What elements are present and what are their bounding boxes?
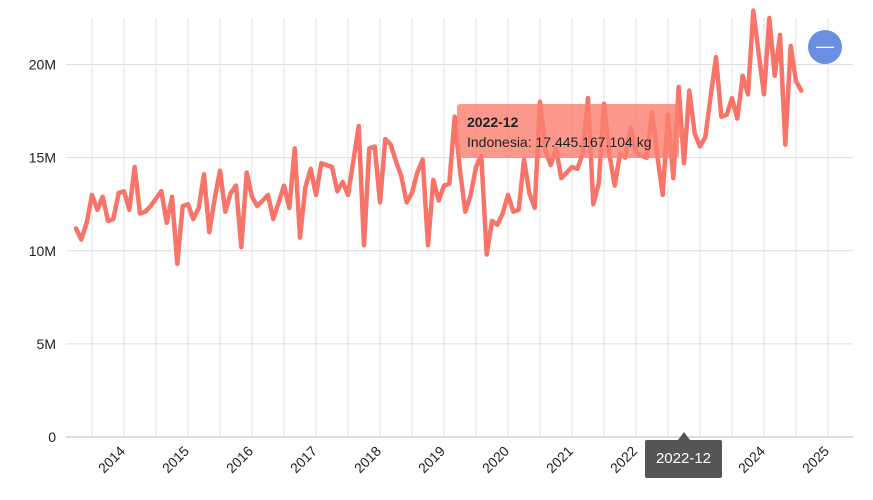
x-tick-label: 2022	[607, 443, 640, 476]
tooltip-text: Indonesia: 17.445.167.104 kg	[467, 134, 652, 150]
x-tick-label: 2025	[799, 443, 832, 476]
tooltip: 2022-12 Indonesia: 17.445.167.104 kg	[457, 104, 679, 158]
x-tick-label: 2016	[223, 443, 256, 476]
x-tick-label: 2021	[543, 443, 576, 476]
y-axis-labels: 0 5M 10M 15M 20M	[29, 57, 56, 445]
x-tick-label: 2014	[95, 443, 128, 476]
tooltip-title: 2022-12	[467, 114, 519, 130]
y-tick-label: 15M	[29, 150, 56, 166]
tooltip-arrow	[679, 124, 686, 138]
grid-lines	[66, 18, 853, 438]
y-tick-label: 20M	[29, 57, 56, 73]
y-tick-label: 5M	[37, 336, 56, 352]
y-tick-label: 10M	[29, 243, 56, 259]
axis-pointer-arrow	[678, 432, 690, 440]
x-tick-label: 2015	[159, 443, 192, 476]
x-tick-label: 2020	[479, 443, 512, 476]
zoom-out-button[interactable]: —	[808, 30, 842, 64]
series-line-indonesia[interactable]	[73, 8, 804, 267]
y-tick-label: 0	[48, 429, 56, 445]
x-tick-label: 2019	[415, 443, 448, 476]
axis-pointer-label: 2022-12	[645, 440, 722, 478]
x-tick-label: 2017	[287, 443, 320, 476]
x-tick-label: 2018	[351, 443, 384, 476]
x-tick-label: 2024	[735, 443, 768, 476]
